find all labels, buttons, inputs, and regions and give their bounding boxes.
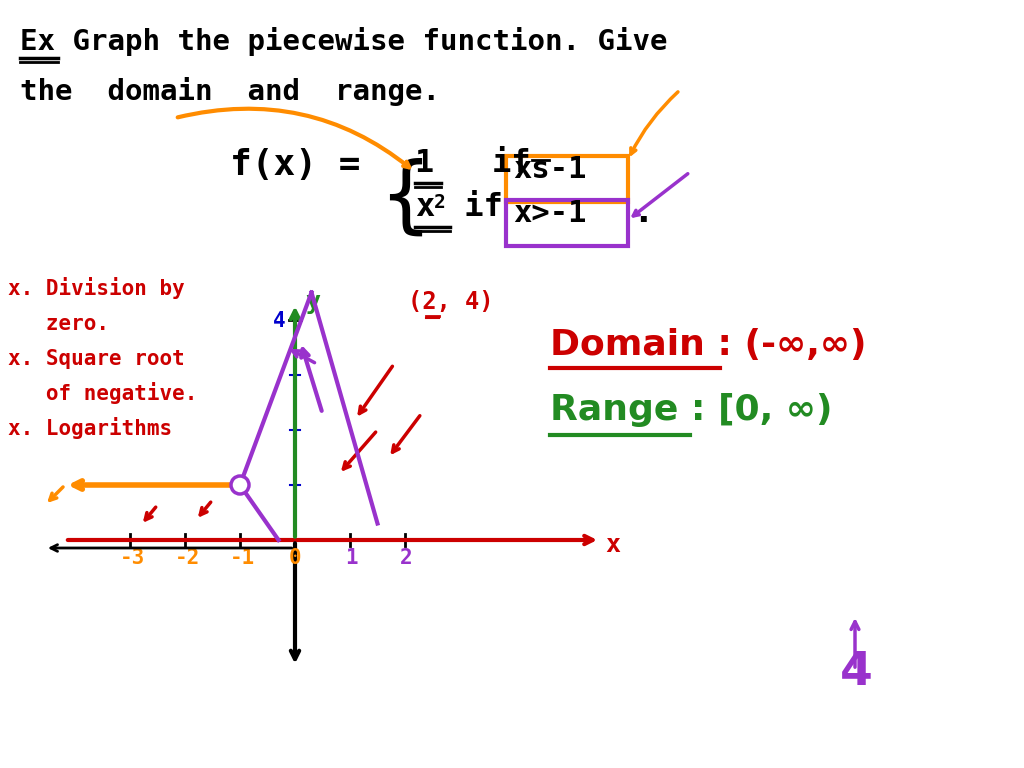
Text: {: { [380, 158, 430, 239]
Text: 2: 2 [434, 193, 445, 212]
Text: (2, 4): (2, 4) [408, 290, 494, 314]
Text: Range : [0, ∞): Range : [0, ∞) [550, 393, 833, 427]
Text: -1: -1 [230, 548, 255, 568]
Text: 4: 4 [273, 311, 286, 331]
Text: f(x) =: f(x) = [230, 148, 360, 182]
Text: x. Square root: x. Square root [8, 349, 184, 369]
Text: 2: 2 [400, 548, 413, 568]
Text: Domain : (-∞,∞): Domain : (-∞,∞) [550, 328, 866, 362]
Text: -3: -3 [120, 548, 145, 568]
Text: the  domain  and  range.: the domain and range. [20, 77, 440, 106]
Text: if: if [445, 192, 503, 223]
Text: xs-1: xs-1 [513, 155, 587, 184]
Text: y: y [305, 290, 319, 313]
Text: x. Logarithms: x. Logarithms [8, 417, 172, 439]
Text: .: . [632, 195, 653, 229]
Text: 0: 0 [289, 548, 302, 568]
Text: 4: 4 [840, 650, 872, 695]
Text: 1   if: 1 if [415, 148, 530, 179]
Text: zero.: zero. [8, 314, 109, 334]
Text: x>-1: x>-1 [513, 199, 587, 228]
Text: x. Division by: x. Division by [8, 277, 184, 299]
Text: 1: 1 [345, 548, 357, 568]
Text: Ex Graph the piecewise function. Give: Ex Graph the piecewise function. Give [20, 27, 668, 56]
Circle shape [231, 476, 249, 494]
Text: -2: -2 [175, 548, 201, 568]
Text: of negative.: of negative. [8, 382, 198, 404]
Text: x: x [605, 533, 620, 557]
Text: x: x [415, 192, 434, 223]
